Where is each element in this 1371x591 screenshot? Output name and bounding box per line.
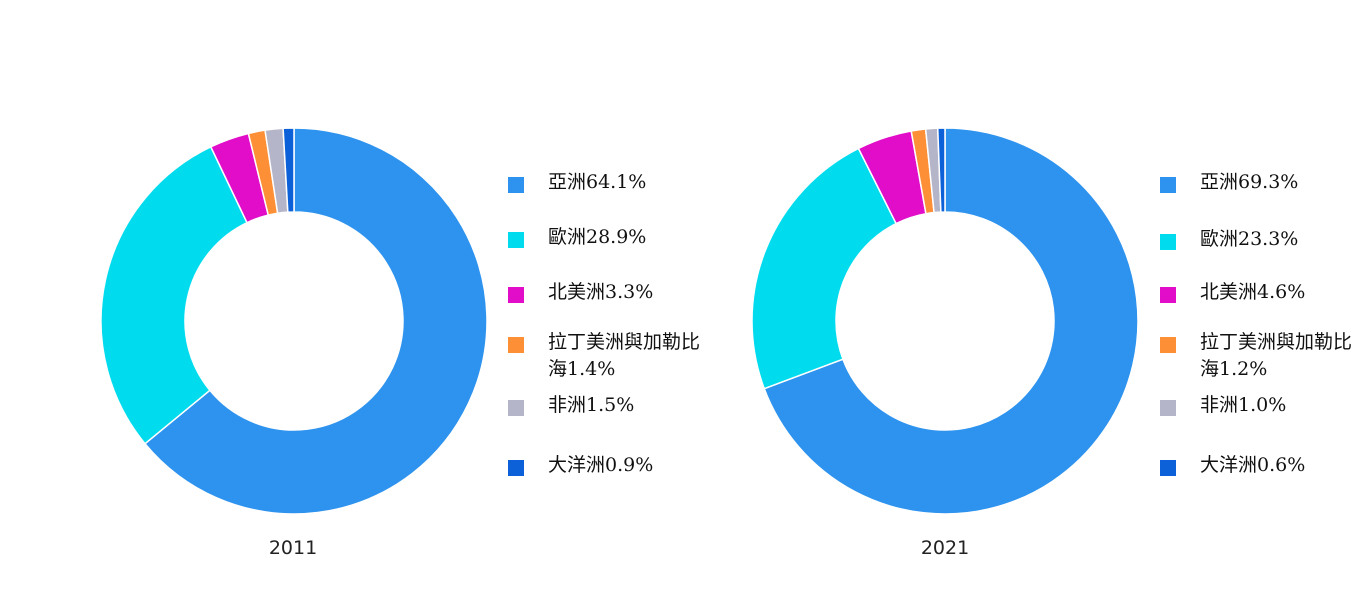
legend-label-oceania: 大洋洲0.6%: [1200, 452, 1360, 479]
legend-swatch-latin-america-caribbean: [1160, 337, 1176, 353]
chart-title-2021: 2021: [885, 537, 1005, 559]
chart-title-2011: 2011: [233, 537, 353, 559]
legend-label-oceania: 大洋洲0.9%: [548, 452, 708, 479]
legend-swatch-latin-america-caribbean: [508, 337, 524, 353]
donut-chart-2021: 2021 亞洲69.3% 歐洲23.3% 北美洲4.6% 拉丁美洲與加勒比海1.2% 非…: [700, 0, 1371, 591]
legend-swatch-north-america: [1160, 287, 1176, 303]
legend-label-north-america: 北美洲3.3%: [548, 279, 708, 306]
legend-swatch-asia: [1160, 177, 1176, 193]
legend-label-latin-america-caribbean: 拉丁美洲與加勒比海1.2%: [1200, 329, 1360, 383]
slice-europe-2021: [752, 148, 896, 388]
legend-swatch-europe: [508, 232, 524, 248]
legend-label-europe: 歐洲28.9%: [548, 224, 708, 251]
legend-swatch-africa: [508, 400, 524, 416]
legend-swatch-oceania: [1160, 460, 1176, 476]
legend-swatch-africa: [1160, 400, 1176, 416]
legend-swatch-oceania: [508, 460, 524, 476]
slice-europe-2011: [101, 147, 247, 444]
legend-swatch-asia: [508, 177, 524, 193]
legend-label-latin-america-caribbean: 拉丁美洲與加勒比海1.4%: [548, 329, 708, 383]
legend-label-europe: 歐洲23.3%: [1200, 226, 1360, 253]
legend-label-north-america: 北美洲4.6%: [1200, 279, 1360, 306]
legend-swatch-north-america: [508, 287, 524, 303]
legend-label-asia: 亞洲64.1%: [548, 169, 708, 196]
legend-swatch-europe: [1160, 234, 1176, 250]
donut-chart-2011: 2011 亞洲64.1%歐洲28.9%北美洲3.3%拉丁美洲與加勒比海1.4%非…: [0, 0, 700, 591]
legend-label-africa: 非洲1.5%: [548, 392, 708, 419]
legend-label-asia: 亞洲69.3%: [1200, 169, 1360, 196]
legend-label-africa: 非洲1.0%: [1200, 392, 1360, 419]
